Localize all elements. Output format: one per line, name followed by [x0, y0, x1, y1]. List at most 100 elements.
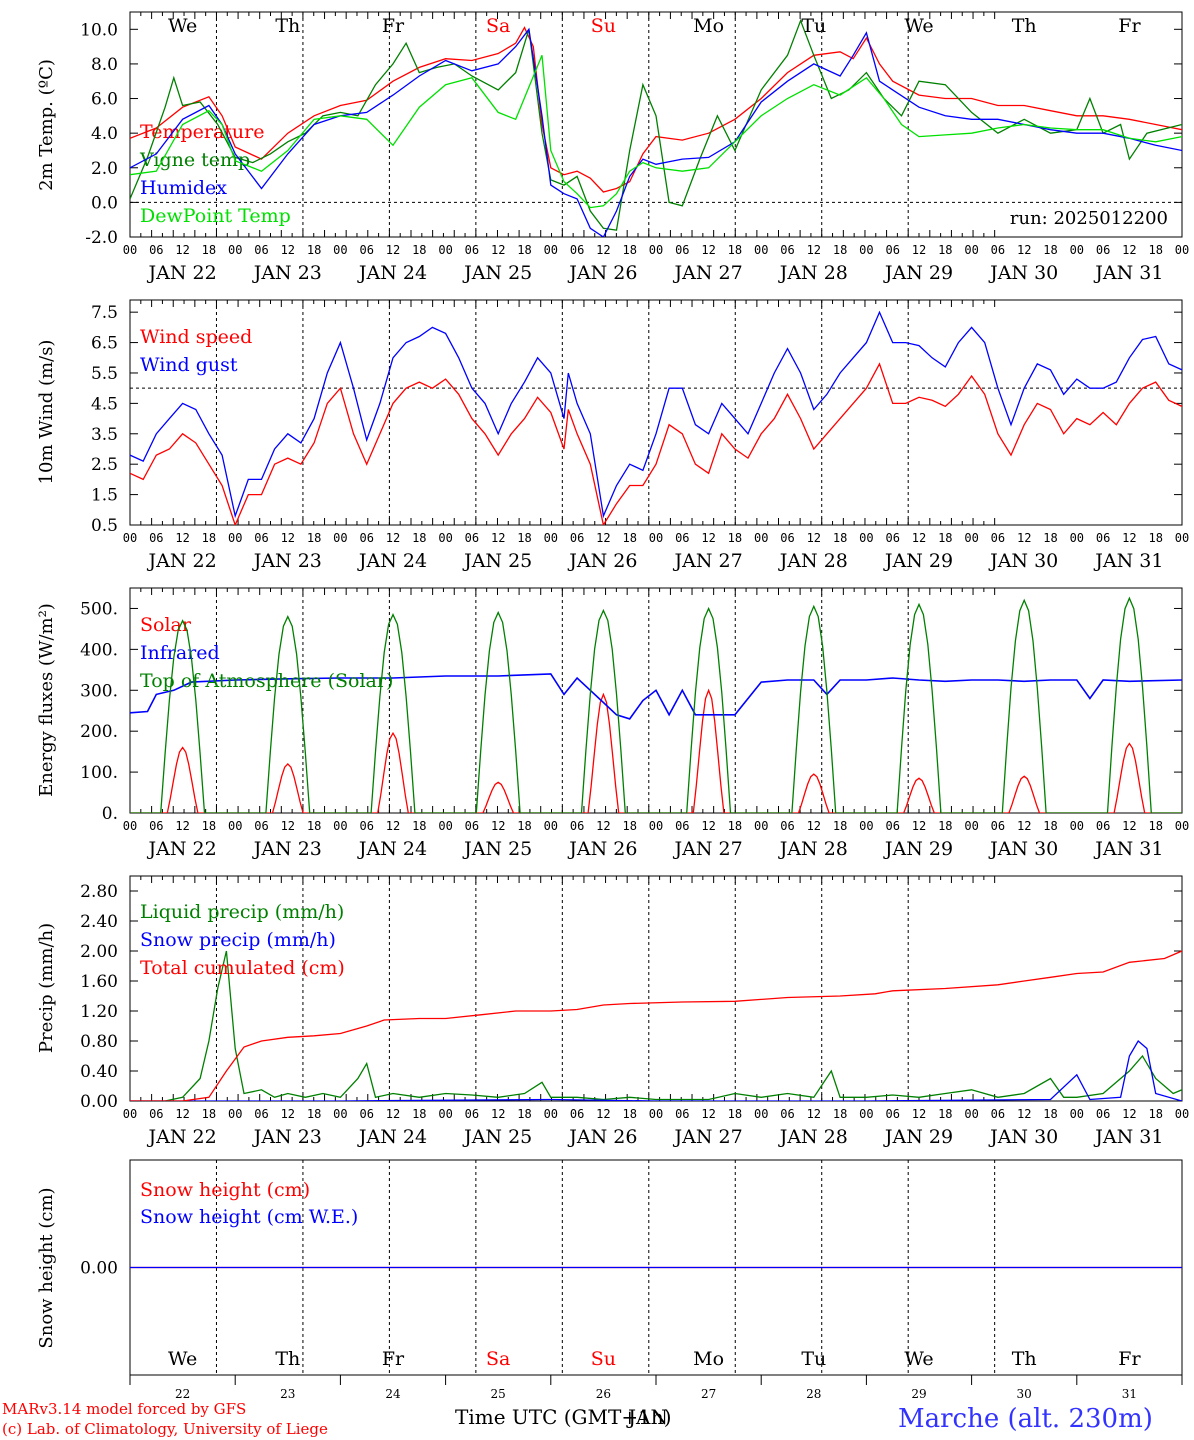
date-label: JAN 27	[673, 838, 743, 860]
hour-tick-label: 06	[570, 1107, 584, 1121]
panels-layer: 00 06 12 18 00 06 12 18 00 06 12 18 00 06 12 18 00 06 12 18…	[36, 11, 1189, 1401]
hour-tick-label: 18	[517, 243, 531, 257]
date-label: JAN 31	[1093, 838, 1163, 860]
hour-tick-label: 00	[649, 819, 663, 833]
hour-tick-label: 06	[570, 243, 584, 257]
date-label: JAN 24	[357, 262, 427, 284]
series-line-top-of-atmosphere-solar	[130, 596, 1182, 813]
hour-tick-label: 00	[1175, 243, 1189, 257]
date-label: JAN 23	[252, 262, 322, 284]
date-label: JAN 28	[778, 838, 848, 860]
plot-frame	[129, 299, 1183, 526]
date-label: JAN 31	[1093, 550, 1163, 572]
station-label: Marche (alt. 230m)	[898, 1404, 1153, 1434]
legend-label: Snow precip (mm/h)	[140, 929, 336, 951]
date-label: JAN 23	[252, 838, 322, 860]
hour-tick-label: 06	[991, 243, 1005, 257]
weekday-label: Sa	[486, 1348, 510, 1370]
hour-tick-label: 12	[1122, 243, 1136, 257]
y-tick-label: 1.5	[91, 486, 118, 506]
weekday-label: Su	[591, 15, 616, 37]
day-number-label: 22	[175, 1387, 190, 1401]
weekday-label: Fr	[1118, 15, 1141, 37]
date-label: JAN 24	[357, 838, 427, 860]
hour-tick-label: 12	[175, 531, 189, 545]
hour-tick-label: 18	[938, 1107, 952, 1121]
date-label: JAN 26	[567, 1126, 637, 1148]
y-tick-label: 4.5	[91, 394, 118, 414]
hour-tick-label: 06	[885, 1107, 899, 1121]
legend-label: Snow height (cm W.E.)	[140, 1206, 358, 1228]
hour-tick-label: 00	[754, 243, 768, 257]
hour-tick-label: 06	[780, 243, 794, 257]
hour-tick-label: 12	[1017, 243, 1031, 257]
hour-tick-label: 18	[938, 531, 952, 545]
hour-tick-label: 12	[386, 1107, 400, 1121]
hour-tick-label: 00	[964, 1107, 978, 1121]
y-tick-label: 1.20	[80, 1002, 118, 1022]
hour-tick-label: 12	[281, 531, 295, 545]
hour-tick-label: 18	[307, 243, 321, 257]
legend-label: Snow height (cm)	[140, 1179, 310, 1201]
y-tick-label: 2.5	[91, 455, 118, 475]
hour-tick-label: 06	[359, 819, 373, 833]
hour-tick-label: 18	[938, 819, 952, 833]
hour-tick-label: 06	[1096, 819, 1110, 833]
legend-label: Liquid precip (mm/h)	[140, 901, 344, 923]
y-tick-label: 6.5	[91, 334, 118, 354]
hour-tick-label: 12	[912, 1107, 926, 1121]
weekday-label: We	[904, 1348, 933, 1370]
hour-tick-label: 12	[596, 819, 610, 833]
hour-tick-label: 06	[1096, 1107, 1110, 1121]
hour-tick-label: 18	[728, 1107, 742, 1121]
series-line-temperature	[130, 26, 1182, 193]
hour-tick-label: 00	[859, 819, 873, 833]
hour-tick-label: 00	[964, 819, 978, 833]
date-label: JAN 29	[883, 262, 953, 284]
weekday-label: Th	[1012, 1348, 1037, 1370]
legend-label: Solar	[140, 614, 192, 636]
hour-tick-label: 18	[1043, 1107, 1057, 1121]
hour-tick-label: 00	[964, 531, 978, 545]
weekday-label: Th	[275, 15, 300, 37]
hour-tick-label: 18	[1043, 243, 1057, 257]
hour-tick-label: 06	[149, 1107, 163, 1121]
series-line-dewpoint-temp	[130, 55, 1182, 209]
hour-tick-label: 12	[386, 531, 400, 545]
hour-tick-label: 12	[807, 243, 821, 257]
hour-tick-label: 12	[281, 243, 295, 257]
hour-tick-label: 18	[202, 531, 216, 545]
date-label: JAN 28	[778, 262, 848, 284]
y-axis-label: 10m Wind (m/s)	[36, 340, 57, 485]
series-line-solar	[130, 688, 1182, 813]
hour-tick-label: 18	[307, 819, 321, 833]
y-tick-label: 300.	[80, 681, 118, 701]
legend-label: Temperature	[140, 121, 264, 143]
hour-tick-label: 12	[701, 819, 715, 833]
hour-tick-label: 06	[991, 1107, 1005, 1121]
date-label: JAN 22	[147, 1126, 217, 1148]
hour-tick-label: 00	[1070, 1107, 1084, 1121]
hour-tick-label: 18	[517, 1107, 531, 1121]
date-label: JAN 24	[357, 1126, 427, 1148]
hour-tick-label: 18	[622, 531, 636, 545]
hour-tick-label: 00	[964, 243, 978, 257]
y-tick-label: -2.0	[85, 228, 118, 248]
weekday-label: Mo	[693, 15, 724, 37]
hour-tick-label: 06	[1096, 243, 1110, 257]
weekday-label: Th	[275, 1348, 300, 1370]
y-axis-label: 2m Temp. (ºC)	[36, 59, 57, 191]
date-label: JAN 25	[462, 838, 532, 860]
panel-1: 00 06 12 18 00 06 12 18 00 06 12 18 00 06 12 18 00 06 12 18…	[36, 11, 1189, 284]
hour-tick-label: 00	[333, 243, 347, 257]
hour-tick-label: 06	[1096, 531, 1110, 545]
hour-tick-label: 12	[912, 531, 926, 545]
hour-tick-label: 06	[780, 531, 794, 545]
day-number-label: 26	[596, 1387, 611, 1401]
date-label: JAN 26	[567, 262, 637, 284]
hour-tick-label: 18	[412, 531, 426, 545]
hour-tick-label: 00	[1175, 1107, 1189, 1121]
hour-tick-label: 06	[254, 243, 268, 257]
date-label: JAN 30	[988, 550, 1058, 572]
